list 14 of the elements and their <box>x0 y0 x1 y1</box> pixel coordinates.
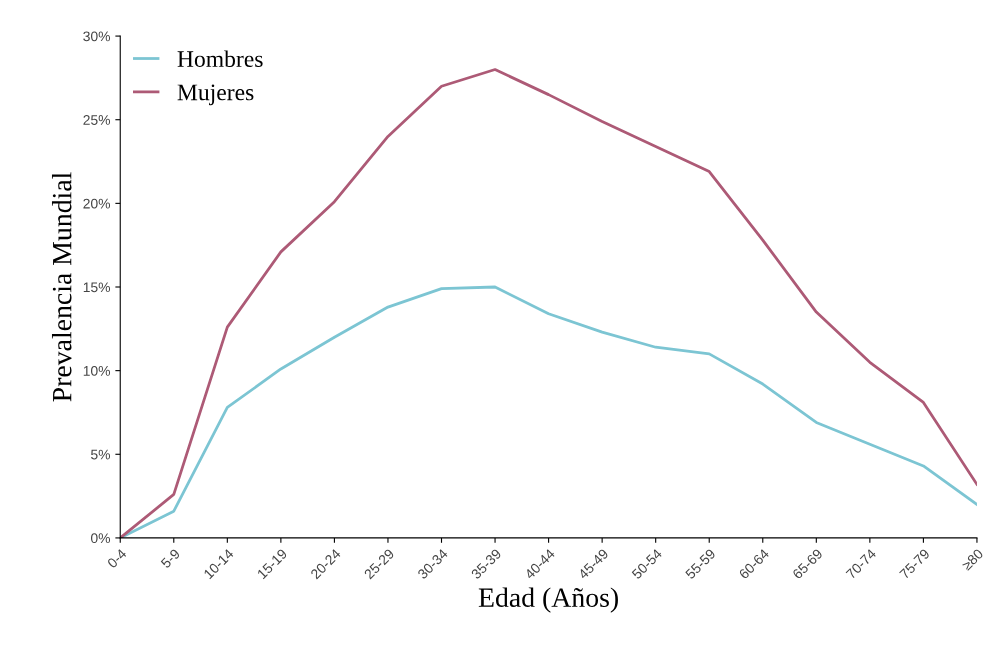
x-tick-label: ≥80 <box>961 548 984 571</box>
y-tick-label: 30% <box>83 31 111 42</box>
y-tick-label: 10% <box>83 365 111 376</box>
y-tick-label: 5% <box>91 449 111 460</box>
y-tick-label: 15% <box>83 282 111 293</box>
y-tick-label: 25% <box>83 115 111 125</box>
legend-label: Hombres <box>177 50 263 68</box>
x-axis-title: Edad (Años) <box>478 587 618 613</box>
y-axis-title: Prevalencia Mundial <box>51 172 72 402</box>
y-tick-label: 0% <box>90 533 111 544</box>
x-tick-label: 5-9 <box>160 548 181 569</box>
x-tick-label: 0-4 <box>106 548 128 569</box>
legend-label: Mujeres <box>177 84 254 106</box>
y-tick-label: 20% <box>83 198 111 209</box>
